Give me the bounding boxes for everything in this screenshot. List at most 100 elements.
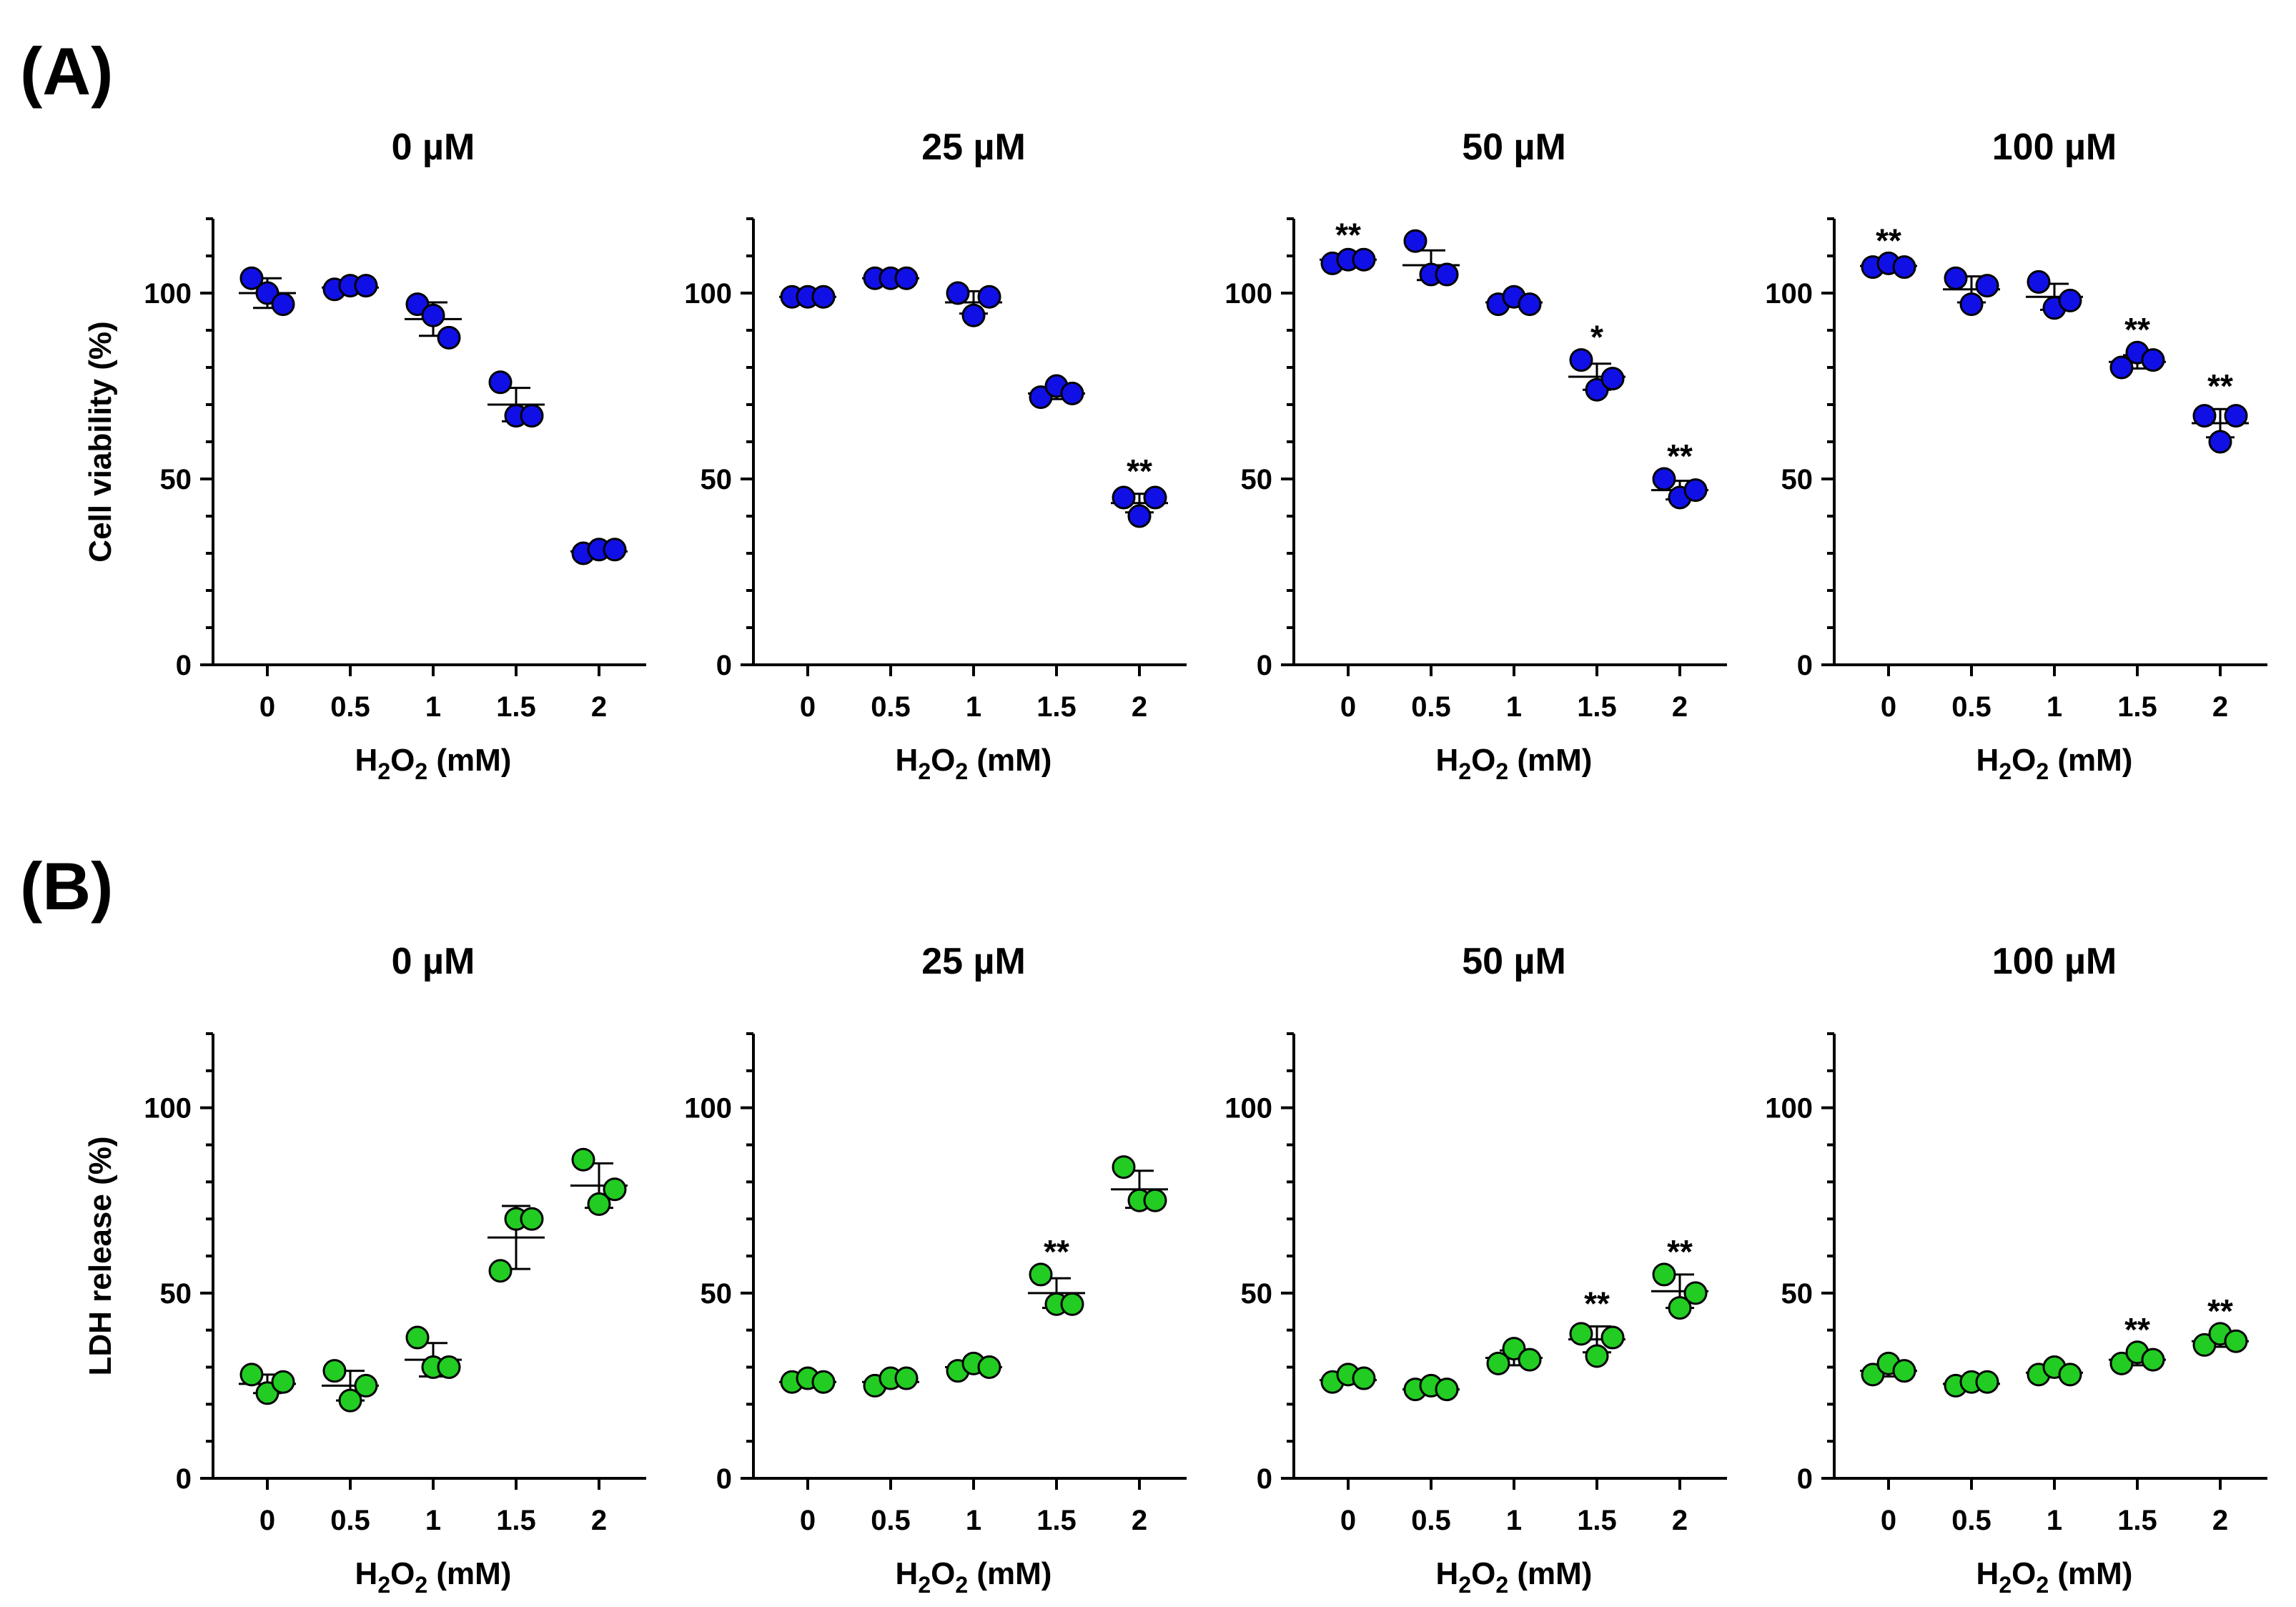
chart-title: 25 µM	[921, 127, 1026, 168]
significance-marker: *	[1590, 319, 1603, 356]
data-point	[2058, 288, 2082, 312]
y-tick-label: 50	[1241, 464, 1273, 495]
significance-marker: **	[2207, 1292, 2233, 1330]
x-axis-title-part: H	[896, 1556, 919, 1591]
data-point	[1975, 274, 1999, 298]
x-tick-label: 2	[2212, 691, 2228, 723]
x-tick-label: 1	[2047, 691, 2062, 723]
data-point	[894, 266, 919, 290]
data-point	[271, 292, 295, 317]
y-tick-label: 100	[684, 1093, 732, 1124]
y-axis-title: LDH release (%)	[83, 1136, 118, 1375]
x-axis-title: H2O2 (mM)	[1436, 1556, 1593, 1598]
y-tick-label: 0	[176, 650, 192, 681]
y-tick-label: 50	[160, 1278, 192, 1310]
y-tick-label: 0	[716, 650, 732, 681]
data-point	[405, 292, 430, 317]
y-tick-label: 100	[1765, 278, 1813, 310]
x-axis-title-part: H	[1976, 743, 1999, 778]
x-axis-title-subscript: 2	[2036, 1572, 2049, 1598]
x-axis-title-part: (mM)	[2049, 1556, 2132, 1591]
panel-label-a: (A)	[20, 34, 114, 109]
data-point	[2027, 270, 2051, 294]
chart-title: 100 µM	[1992, 941, 2117, 982]
chart-title: 0 µM	[392, 127, 475, 168]
data-point	[520, 404, 544, 428]
data-point	[1435, 1378, 1459, 1402]
significance-marker: **	[1127, 453, 1152, 490]
data-point	[255, 281, 279, 305]
x-axis-title: H2O2 (mM)	[1436, 743, 1593, 784]
x-axis-title-part: O	[2012, 1556, 2036, 1591]
x-tick-label: 2	[1672, 691, 1688, 723]
y-tick-label: 0	[1797, 1463, 1813, 1495]
x-tick-label: 0	[1881, 691, 1896, 723]
x-axis-title: H2O2 (mM)	[1976, 1556, 2133, 1598]
data-point	[811, 285, 836, 309]
x-tick-label: 2	[2212, 1505, 2228, 1536]
x-axis-title-part: O	[1471, 1556, 1495, 1591]
data-point	[1352, 1366, 1376, 1390]
data-point	[1029, 1262, 1053, 1287]
x-axis-title-subscript: 2	[415, 1572, 427, 1598]
x-axis-title-part: H	[355, 1556, 378, 1591]
data-point	[1652, 1262, 1676, 1287]
data-point	[1127, 504, 1152, 528]
data-point	[587, 1192, 611, 1216]
data-point	[1112, 1155, 1136, 1180]
data-point	[239, 1363, 264, 1387]
data-point	[946, 281, 970, 305]
data-point	[271, 1370, 295, 1394]
data-point	[1518, 1348, 1542, 1372]
data-point	[1892, 255, 1916, 280]
data-point	[1683, 1281, 1708, 1305]
chart-title: 25 µM	[921, 941, 1026, 982]
data-point	[977, 285, 1001, 309]
data-point	[239, 266, 264, 290]
significance-marker: **	[1584, 1285, 1610, 1322]
x-axis-title-part: O	[390, 1556, 415, 1591]
x-tick-label: 0.5	[330, 691, 370, 723]
significance-marker: **	[1667, 437, 1693, 475]
x-axis-title-part: O	[2012, 743, 2036, 778]
data-point	[2192, 404, 2217, 428]
data-point	[1569, 1322, 1593, 1346]
data-point	[2208, 430, 2232, 454]
x-tick-label: 0.5	[1951, 691, 1991, 723]
y-tick-label: 0	[176, 1463, 192, 1495]
x-axis-title-part: H	[896, 743, 919, 778]
x-axis-title: H2O2 (mM)	[355, 743, 512, 784]
x-tick-label: 1	[966, 1505, 981, 1536]
y-tick-label: 0	[1257, 1463, 1272, 1495]
significance-marker: **	[2124, 311, 2150, 348]
data-point	[1112, 485, 1136, 510]
x-axis-title-part: H	[355, 743, 378, 778]
data-point	[1585, 377, 1609, 402]
x-axis-title-subscript: 2	[1458, 1572, 1471, 1598]
y-tick-label: 100	[144, 278, 192, 310]
x-tick-label: 1.5	[496, 1505, 536, 1536]
x-axis-title-subscript: 2	[918, 1572, 931, 1598]
x-axis-title-subscript: 2	[1458, 758, 1471, 784]
data-point	[961, 303, 986, 327]
data-point	[1403, 229, 1427, 253]
x-tick-label: 0.5	[330, 1505, 370, 1536]
data-point	[1585, 1344, 1609, 1368]
x-tick-label: 2	[1132, 691, 1147, 723]
x-tick-label: 1	[425, 691, 441, 723]
x-axis-title-subscript: 2	[415, 758, 427, 784]
x-tick-label: 0	[800, 691, 816, 723]
x-axis-title-subscript: 2	[1495, 1572, 1508, 1598]
data-point	[354, 1373, 378, 1398]
data-point	[1600, 1325, 1625, 1350]
x-tick-label: 1	[1506, 1505, 1522, 1536]
x-axis-title-part: (mM)	[1508, 1556, 1592, 1591]
data-point	[1569, 348, 1593, 372]
